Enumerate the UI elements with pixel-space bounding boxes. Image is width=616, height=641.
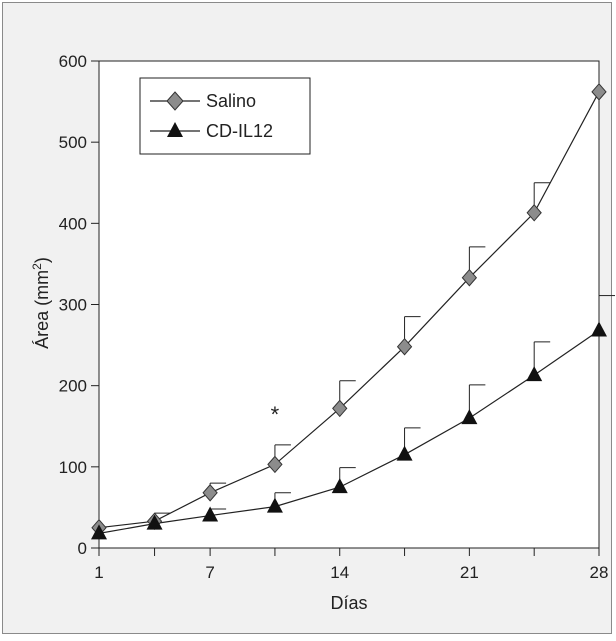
data-point-triangle	[146, 514, 163, 530]
y-axis-title: Área (mm2)	[30, 257, 52, 349]
line-chart: 0 100 200 300 400 500 600 1 7 14 21 28 * Área (mm2)…	[30, 52, 615, 613]
data-point-diamond	[267, 455, 283, 474]
legend-label-salino: Salino	[206, 91, 256, 111]
y-tick-label: 400	[59, 214, 87, 233]
x-axis-title: Días	[330, 593, 367, 613]
x-tick-label: 1	[94, 563, 103, 582]
legend: Salino CD-IL12	[139, 77, 311, 155]
y-tick-label: 0	[78, 539, 87, 558]
y-tick-label: 100	[59, 458, 87, 477]
data-point-triangle	[526, 366, 543, 382]
y-tick-label: 300	[59, 296, 87, 315]
x-tick-label: 28	[590, 563, 609, 582]
legend-box	[139, 77, 311, 155]
data-point-triangle	[461, 409, 478, 425]
data-point-triangle	[591, 321, 607, 337]
data-point-diamond	[332, 399, 348, 418]
x-tick-label: 7	[205, 563, 214, 582]
significance-asterisk: *	[271, 402, 280, 427]
data-point-diamond	[396, 337, 413, 356]
data-point-triangle	[202, 506, 219, 522]
y-tick-label: 500	[59, 133, 87, 152]
series-markers	[91, 83, 607, 540]
y-tick-label: 600	[59, 52, 87, 71]
data-point-diamond	[526, 204, 542, 222]
legend-marker-salino	[166, 91, 184, 111]
data-point-triangle	[266, 497, 283, 513]
data-point-diamond	[591, 83, 607, 101]
data-point-diamond	[461, 268, 478, 287]
x-tick-label: 21	[460, 563, 479, 582]
legend-marker-cdil12	[167, 122, 183, 137]
data-point-triangle	[396, 445, 413, 461]
x-tick-label: 14	[330, 563, 349, 582]
data-point-triangle	[91, 524, 107, 540]
data-point-diamond	[202, 484, 218, 502]
data-point-triangle	[331, 478, 348, 494]
legend-label-cdil12: CD-IL12	[206, 121, 273, 141]
y-tick-label: 200	[59, 377, 87, 396]
